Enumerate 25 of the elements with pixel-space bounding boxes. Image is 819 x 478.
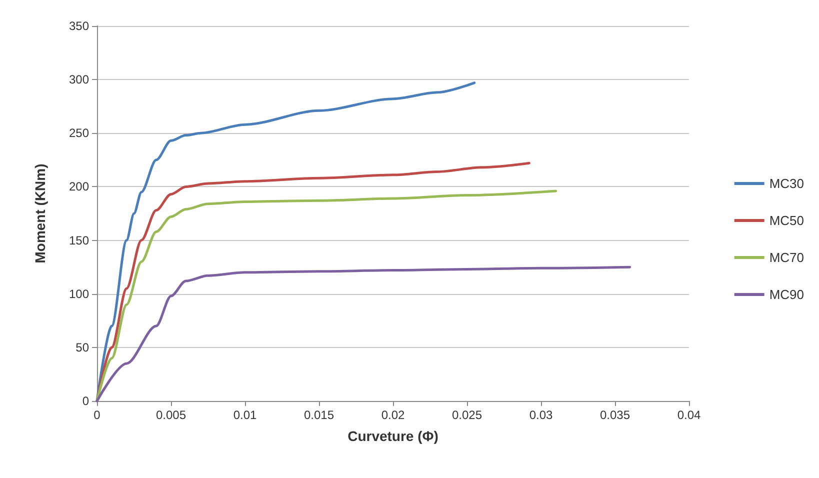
y-tick-label: 300 [68, 72, 90, 87]
x-tick-label: 0.02 [381, 408, 405, 422]
y-tick-label: 100 [68, 286, 90, 301]
y-tick-label: 350 [68, 19, 90, 33]
line-series [96, 190, 558, 402]
x-axis-title: Curveture (Φ) [348, 428, 438, 444]
x-tick-label: 0.03 [529, 408, 553, 422]
x-tick-label: 0.01 [233, 408, 257, 422]
x-tick-label: 0.04 [677, 408, 701, 422]
x-tick-label: 0.015 [304, 408, 334, 422]
legend-label: MC30 [769, 176, 804, 191]
y-tick-label: 50 [76, 340, 90, 354]
y-tick-label: 0 [82, 394, 90, 408]
y-tick-label: 150 [68, 233, 90, 248]
legend-label: MC50 [769, 213, 804, 228]
x-tick-label: 0.025 [452, 408, 482, 422]
y-tick-label: 200 [68, 180, 90, 194]
x-tick-label: 0.035 [600, 408, 630, 422]
x-tick-label: 0 [94, 408, 101, 422]
y-tick-label: 250 [68, 126, 90, 140]
x-tick-label: 0.005 [156, 408, 186, 422]
legend-label: MC70 [769, 250, 804, 265]
legend-label: MC90 [769, 287, 804, 302]
line-series [96, 266, 632, 402]
y-axis-title: Moment (KNm) [32, 164, 48, 264]
